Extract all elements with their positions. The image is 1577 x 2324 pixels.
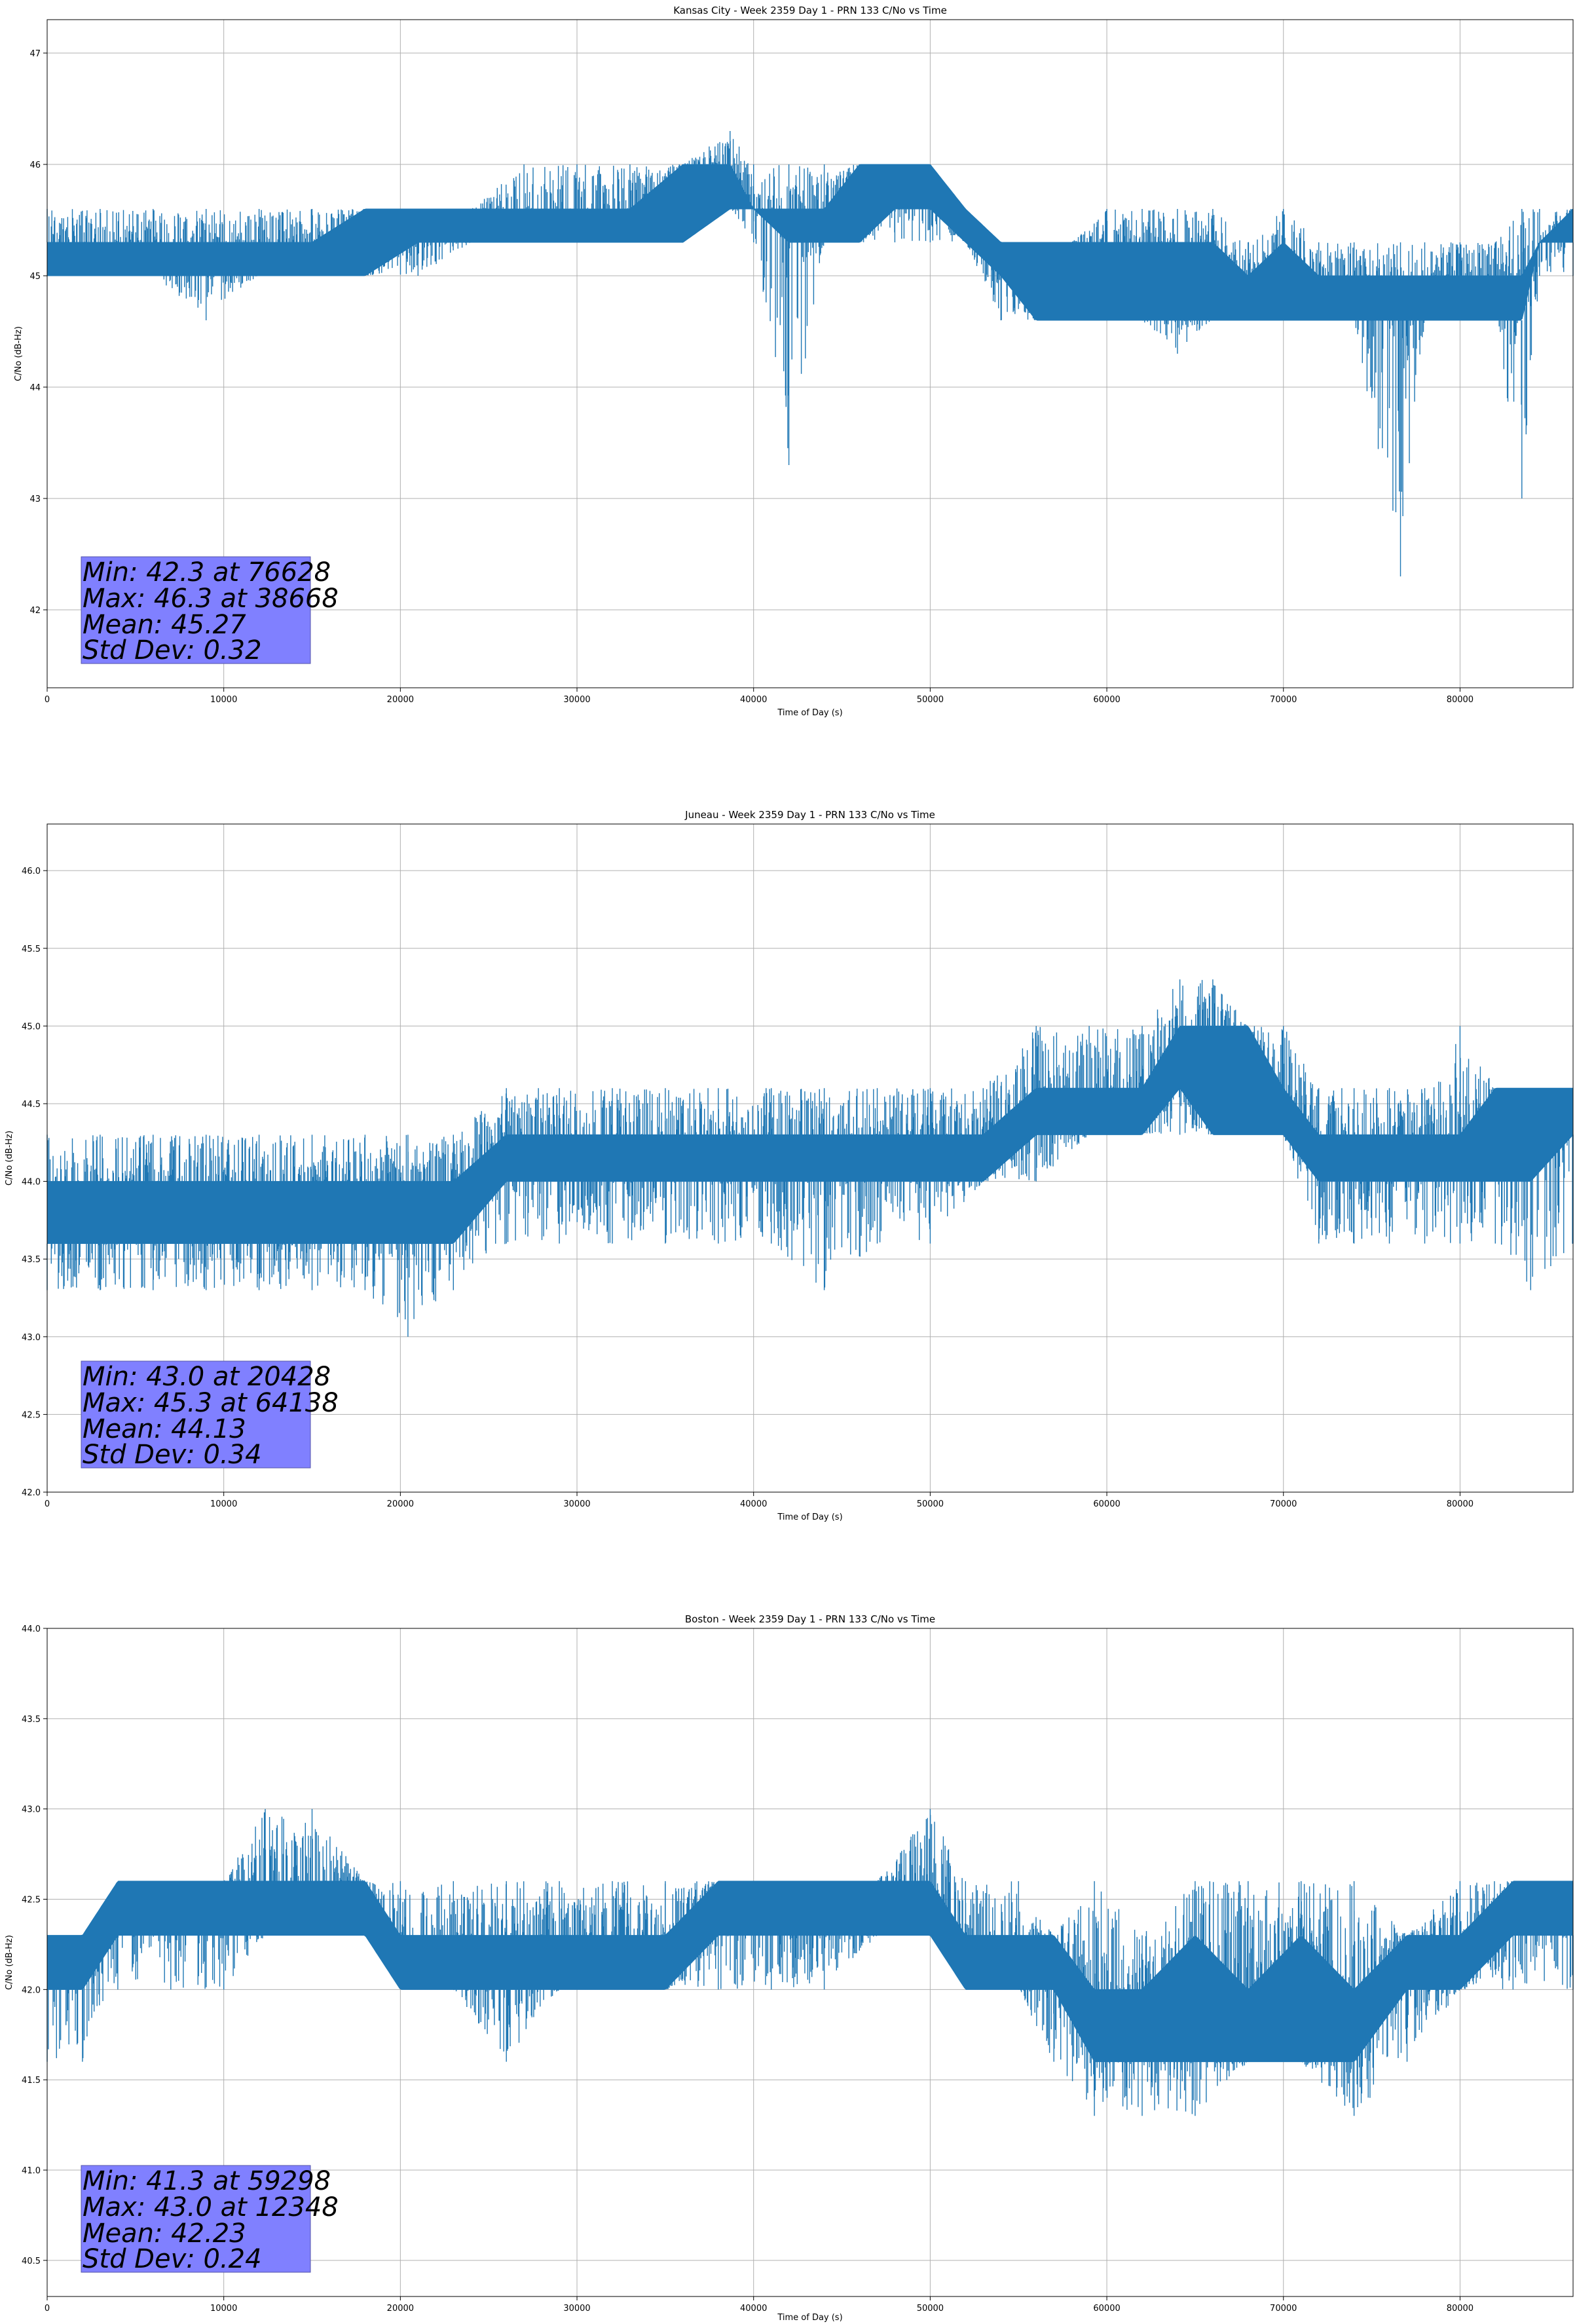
y-tick-label: 46 bbox=[29, 160, 41, 170]
chart-juneau: Juneau - Week 2359 Day 1 - PRN 133 C/No … bbox=[5, 809, 1574, 1522]
x-tick-label: 70000 bbox=[1270, 695, 1297, 705]
x-tick-label: 10000 bbox=[210, 1499, 237, 1509]
x-tick-label: 50000 bbox=[917, 1499, 944, 1509]
y-tick-label: 47 bbox=[29, 49, 41, 59]
plot-frame bbox=[46, 19, 1574, 688]
plot-frame bbox=[46, 823, 1574, 1493]
plot-frame bbox=[46, 1628, 1574, 2297]
x-tick-label: 40000 bbox=[740, 2304, 767, 2314]
y-tick-label: 42.5 bbox=[22, 1410, 41, 1420]
y-axis-label: C/No (dB-Hz) bbox=[14, 326, 24, 381]
y-tick-label: 43.5 bbox=[22, 1715, 41, 1725]
stats-box: Min: 41.3 at 59298 Max: 43.0 at 12348 Me… bbox=[81, 2165, 339, 2274]
x-tick-label: 20000 bbox=[387, 1499, 414, 1509]
y-tick-label: 44 bbox=[29, 383, 41, 393]
chart-title: Kansas City - Week 2359 Day 1 - PRN 133 … bbox=[673, 5, 947, 16]
stats-min: Min: 41.3 at 59298 bbox=[83, 2166, 331, 2196]
axis-ticks: 0 10000 20000 30000 40000 50000 60000 70000 8000… bbox=[22, 867, 1474, 1509]
y-tick-label: 43 bbox=[29, 495, 41, 504]
stats-mean: Mean: 45.27 bbox=[83, 610, 246, 640]
stats-box-background bbox=[81, 556, 311, 664]
series-cno bbox=[46, 979, 1574, 1337]
x-tick-label: 70000 bbox=[1270, 1499, 1297, 1509]
x-tick-label: 60000 bbox=[1093, 695, 1120, 705]
y-tick-label: 40.5 bbox=[22, 2257, 41, 2266]
x-axis-label: Time of Day (s) bbox=[777, 2313, 842, 2323]
y-tick-label: 42.0 bbox=[22, 1985, 41, 1995]
series-spikes bbox=[46, 979, 1574, 1337]
x-axis-label: Time of Day (s) bbox=[777, 1512, 842, 1522]
y-tick-label: 42 bbox=[29, 606, 41, 616]
y-tick-label: 41.5 bbox=[22, 2076, 41, 2086]
chart-boston: Boston - Week 2359 Day 1 - PRN 133 C/No … bbox=[5, 1613, 1574, 2323]
x-tick-label: 60000 bbox=[1093, 1499, 1120, 1509]
y-axis-label: C/No (dB-Hz) bbox=[5, 1131, 14, 1186]
x-axis-label: Time of Day (s) bbox=[777, 708, 842, 718]
series-core-band bbox=[46, 1881, 1574, 2063]
x-tick-label: 80000 bbox=[1447, 695, 1474, 705]
y-tick-label: 43.5 bbox=[22, 1255, 41, 1265]
y-tick-label: 43.0 bbox=[22, 1333, 41, 1343]
x-tick-label: 40000 bbox=[740, 1499, 767, 1509]
y-tick-label: 46.0 bbox=[22, 867, 41, 876]
x-tick-label: 30000 bbox=[563, 695, 590, 705]
x-tick-label: 50000 bbox=[917, 2304, 944, 2314]
stats-mean: Mean: 44.13 bbox=[83, 1414, 246, 1444]
y-tick-label: 44.0 bbox=[22, 1624, 41, 1634]
axis-ticks: 0 10000 20000 30000 40000 50000 60000 70000 8000… bbox=[29, 49, 1474, 705]
x-tick-label: 40000 bbox=[740, 695, 767, 705]
stats-max: Max: 46.3 at 38668 bbox=[83, 584, 339, 614]
y-tick-label: 44.0 bbox=[22, 1178, 41, 1188]
stats-std-dev: Std Dev: 0.34 bbox=[83, 1440, 262, 1470]
x-tick-label: 50000 bbox=[917, 695, 944, 705]
series-cno bbox=[46, 131, 1574, 576]
stats-box: Min: 42.3 at 76628 Max: 46.3 at 38668 Me… bbox=[81, 556, 339, 665]
stats-max: Max: 45.3 at 64138 bbox=[83, 1388, 339, 1418]
y-tick-label: 45.0 bbox=[22, 1022, 41, 1032]
x-tick-label: 30000 bbox=[563, 2304, 590, 2314]
chart-title: Boston - Week 2359 Day 1 - PRN 133 C/No … bbox=[685, 1613, 935, 1625]
x-tick-label: 80000 bbox=[1447, 1499, 1474, 1509]
chart-kansas-city: Kansas City - Week 2359 Day 1 - PRN 133 … bbox=[14, 5, 1574, 718]
stats-box: Min: 43.0 at 20428 Max: 45.3 at 64138 Me… bbox=[81, 1360, 339, 1470]
y-tick-label: 42.0 bbox=[22, 1488, 41, 1498]
x-tick-label: 60000 bbox=[1093, 2304, 1120, 2314]
x-tick-label: 80000 bbox=[1447, 2304, 1474, 2314]
stats-std-dev: Std Dev: 0.32 bbox=[83, 635, 262, 665]
x-tick-label: 0 bbox=[45, 1499, 50, 1509]
y-tick-label: 44.5 bbox=[22, 1100, 41, 1110]
x-tick-label: 10000 bbox=[210, 695, 237, 705]
y-tick-label: 43.0 bbox=[22, 1805, 41, 1815]
series-spikes bbox=[46, 1809, 1574, 2116]
series-spikes bbox=[46, 131, 1574, 576]
y-axis-label: C/No (dB-Hz) bbox=[5, 1935, 14, 1990]
x-tick-label: 70000 bbox=[1270, 2304, 1297, 2314]
stats-std-dev: Std Dev: 0.24 bbox=[83, 2244, 262, 2274]
y-tick-label: 41.0 bbox=[22, 2166, 41, 2176]
chart-title: Juneau - Week 2359 Day 1 - PRN 133 C/No … bbox=[684, 809, 935, 821]
x-tick-label: 0 bbox=[45, 2304, 50, 2314]
stats-mean: Mean: 42.23 bbox=[83, 2219, 246, 2249]
stats-box-background bbox=[81, 2165, 311, 2273]
stats-box-background bbox=[81, 1360, 311, 1469]
stats-min: Min: 43.0 at 20428 bbox=[83, 1362, 331, 1392]
x-tick-label: 30000 bbox=[563, 1499, 590, 1509]
y-tick-label: 42.5 bbox=[22, 1896, 41, 1905]
x-tick-label: 10000 bbox=[210, 2304, 237, 2314]
axis-ticks: 0 10000 20000 30000 40000 50000 60000 70000 8000… bbox=[22, 1624, 1474, 2314]
stats-min: Min: 42.3 at 76628 bbox=[83, 557, 331, 588]
x-tick-label: 0 bbox=[45, 695, 50, 705]
series-cno bbox=[46, 1809, 1574, 2116]
y-tick-label: 45.5 bbox=[22, 945, 41, 954]
x-tick-label: 20000 bbox=[387, 695, 414, 705]
x-tick-label: 20000 bbox=[387, 2304, 414, 2314]
y-tick-label: 45 bbox=[29, 272, 41, 282]
stats-max: Max: 43.0 at 12348 bbox=[83, 2192, 339, 2222]
